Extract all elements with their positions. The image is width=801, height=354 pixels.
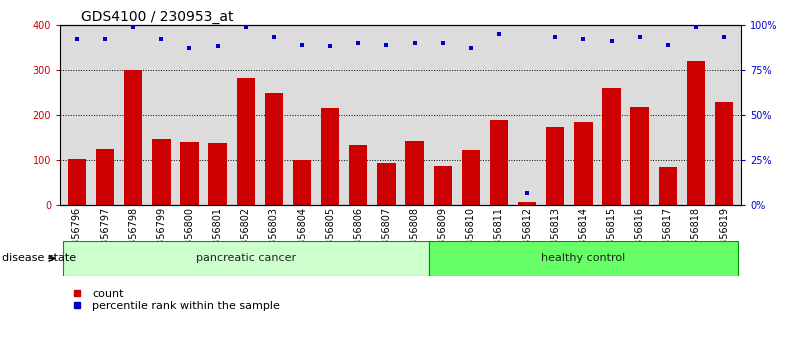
- Bar: [68, 159, 86, 205]
- Point: [99, 36, 111, 42]
- Bar: [461, 150, 480, 205]
- Bar: [518, 202, 536, 205]
- Bar: [630, 107, 649, 205]
- Text: disease state: disease state: [2, 253, 76, 263]
- Bar: [377, 163, 396, 205]
- Bar: [349, 145, 368, 205]
- Point: [437, 40, 449, 46]
- Bar: [124, 70, 143, 205]
- Bar: [293, 160, 311, 205]
- Bar: [208, 143, 227, 205]
- Bar: [686, 61, 705, 205]
- Text: healthy control: healthy control: [541, 253, 626, 263]
- Bar: [429, 241, 738, 276]
- Bar: [602, 87, 621, 205]
- Point: [239, 24, 252, 29]
- Bar: [152, 139, 171, 205]
- Bar: [433, 166, 452, 205]
- Bar: [96, 149, 115, 205]
- Bar: [658, 167, 677, 205]
- Point: [268, 35, 280, 40]
- Bar: [236, 78, 255, 205]
- Point: [634, 35, 646, 40]
- Bar: [490, 120, 508, 205]
- Bar: [180, 142, 199, 205]
- Legend: count, percentile rank within the sample: count, percentile rank within the sample: [66, 289, 280, 311]
- Bar: [265, 93, 283, 205]
- Point: [70, 36, 83, 42]
- Point: [577, 36, 590, 42]
- Point: [521, 190, 533, 195]
- Point: [127, 24, 139, 29]
- Point: [662, 42, 674, 47]
- Point: [718, 35, 731, 40]
- Text: pancreatic cancer: pancreatic cancer: [195, 253, 296, 263]
- Point: [409, 40, 421, 46]
- Point: [352, 40, 364, 46]
- Text: GDS4100 / 230953_at: GDS4100 / 230953_at: [80, 10, 233, 24]
- Point: [211, 44, 224, 49]
- Bar: [574, 122, 593, 205]
- Point: [183, 45, 196, 51]
- Point: [549, 35, 562, 40]
- Point: [155, 36, 167, 42]
- Point: [296, 42, 308, 47]
- Point: [690, 24, 702, 29]
- Bar: [405, 141, 424, 205]
- Bar: [321, 108, 340, 205]
- Point: [493, 31, 505, 37]
- Point: [324, 44, 336, 49]
- Point: [380, 42, 392, 47]
- Bar: [715, 102, 733, 205]
- Bar: [546, 127, 565, 205]
- Point: [605, 38, 618, 44]
- Point: [465, 45, 477, 51]
- Bar: [63, 241, 429, 276]
